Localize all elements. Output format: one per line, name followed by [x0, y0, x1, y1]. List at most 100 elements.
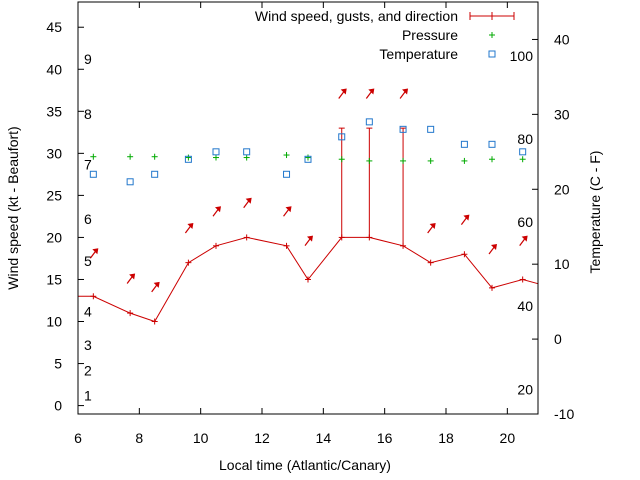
pressure-point	[90, 153, 97, 160]
beaufort-label: 1	[84, 388, 92, 404]
temperature-point	[283, 170, 291, 178]
pressure-point	[461, 157, 468, 164]
y-tick-label: 15	[46, 271, 62, 287]
x-tick-label: 12	[254, 430, 270, 446]
y-axis-label: Wind speed (kt - Beaufort)	[5, 126, 21, 289]
legend-label-pressure: Pressure	[402, 27, 458, 43]
y-tick-label: 20	[46, 229, 62, 245]
wind-arrow-head	[402, 88, 409, 95]
pressure-point	[185, 154, 192, 161]
pressure-point	[366, 157, 373, 164]
temperature-point	[89, 170, 97, 178]
wind-direction-arrow	[126, 273, 136, 284]
wind-direction-arrow	[338, 88, 347, 99]
wind-direction-arrow	[488, 244, 497, 255]
beaufort-label: 9	[84, 51, 92, 67]
legend-swatch-wind	[469, 12, 515, 20]
fahrenheit-label: 60	[517, 214, 533, 230]
pressure-point	[519, 156, 526, 163]
beaufort-label: 5	[84, 253, 92, 269]
beaufort-label: 8	[84, 106, 92, 122]
axis-ticks: 6 8 10 12 14 16 18 20051015202530354045-1001020…	[46, 2, 574, 446]
temperature-point	[151, 170, 159, 178]
wind-arrow-head	[285, 206, 292, 213]
x-tick-label: 16	[377, 430, 393, 446]
x-axis-label: Local time (Atlantic/Canary)	[219, 457, 391, 473]
wind-arrow-head	[491, 244, 497, 251]
temperature-point	[304, 155, 312, 163]
plot-marks	[78, 88, 539, 325]
wind-arrow-head	[429, 223, 436, 230]
y-tick-label: 25	[46, 187, 62, 203]
pressure-point	[489, 156, 495, 163]
wind-direction-arrow	[89, 248, 99, 259]
wind-arrow-head	[187, 223, 194, 230]
wind-arrow-head	[368, 88, 375, 95]
legend-swatch-temperature	[488, 50, 496, 58]
wind-arrow-head	[245, 197, 252, 204]
y-tick-label: 40	[46, 61, 62, 77]
temperature-point	[488, 140, 496, 148]
wind-arrow-head	[521, 235, 528, 242]
x-tick-label: 10	[193, 430, 209, 446]
wind-direction-arrow	[460, 214, 470, 225]
temperature-point	[399, 125, 407, 133]
temperature-point	[338, 133, 346, 141]
y-tick-label: 45	[46, 19, 62, 35]
legend-label-wind: Wind speed, gusts, and direction	[255, 8, 458, 24]
wind-direction-arrow	[243, 197, 252, 209]
y2-tick-label: 10	[554, 256, 570, 272]
wind-direction-arrow	[151, 281, 160, 293]
pressure-point	[305, 154, 311, 161]
y2-tick-label: 30	[554, 106, 570, 122]
wind-arrow-head	[215, 206, 221, 213]
wind-direction-arrow	[399, 88, 409, 99]
wind-direction-arrow	[212, 206, 221, 217]
fahrenheit-label: 100	[510, 48, 534, 64]
wind-arrow-head	[129, 273, 136, 280]
temperature-point	[212, 148, 220, 156]
y2-tick-label: 20	[554, 181, 570, 197]
wind-arrow-head	[307, 235, 313, 242]
temperature-point	[184, 155, 192, 163]
x-tick-label: 18	[438, 430, 454, 446]
pressure-point	[283, 152, 290, 159]
temperature-point	[126, 178, 134, 186]
wind-arrow-head	[92, 248, 99, 255]
y2-tick-label: -10	[554, 406, 574, 422]
temperature-point	[243, 148, 251, 156]
fahrenheit-label: 40	[517, 298, 533, 314]
wind-direction-arrow	[283, 206, 292, 217]
y-tick-label: 0	[54, 398, 62, 414]
y2-tick-label: 0	[554, 331, 562, 347]
temperature-point	[460, 140, 468, 148]
beaufort-label: 4	[84, 303, 92, 319]
y2-axis-label: Temperature (C - F)	[587, 151, 603, 274]
pressure-point	[127, 153, 134, 160]
y-tick-label: 35	[46, 103, 62, 119]
wind-arrow-head	[463, 214, 470, 221]
fahrenheit-label: 80	[517, 131, 533, 147]
wind-direction-arrow	[304, 235, 313, 246]
wind-arrow-head	[340, 88, 347, 95]
y-tick-label: 5	[54, 356, 62, 372]
legend-swatch-pressure	[489, 32, 495, 38]
pressure-point	[151, 153, 158, 160]
wind-direction-arrow	[427, 223, 436, 234]
wind-direction-arrow	[184, 223, 194, 234]
beaufort-label: 2	[84, 362, 92, 378]
x-tick-label: 8	[135, 430, 143, 446]
plot-area-border	[77, 1, 539, 415]
x-tick-label: 14	[316, 430, 332, 446]
pressure-point	[427, 157, 434, 164]
temperature-point	[427, 125, 435, 133]
y-tick-label: 10	[46, 314, 62, 330]
y2-tick-label: 40	[554, 31, 570, 47]
pressure-point	[338, 156, 345, 163]
y-tick-label: 30	[46, 145, 62, 161]
temperature-point	[519, 148, 527, 156]
pressure-point	[400, 157, 407, 164]
legend: Wind speed, gusts, and direction Pressur…	[255, 8, 515, 62]
